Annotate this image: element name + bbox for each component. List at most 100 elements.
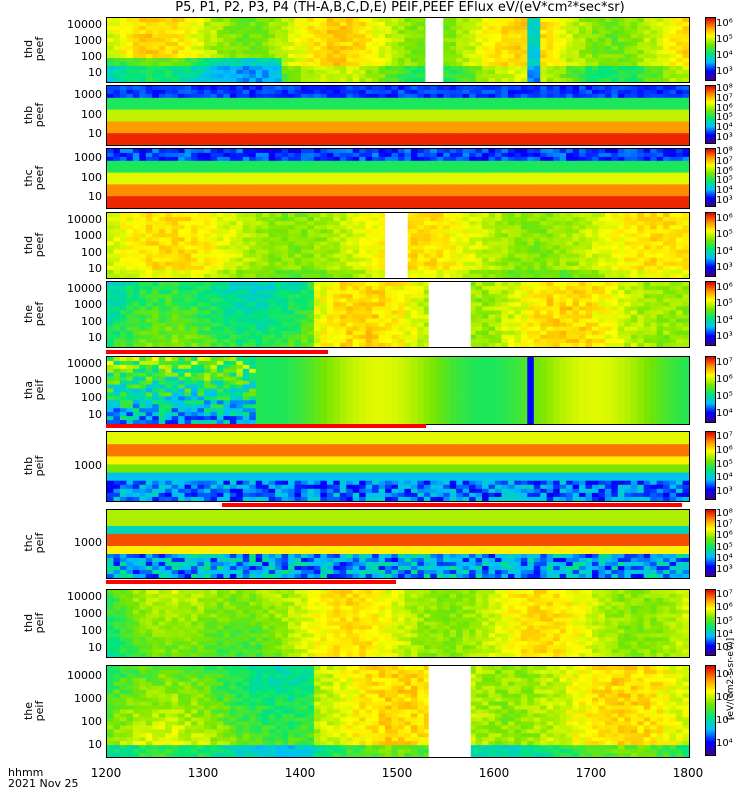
heatmap-cell (637, 38, 645, 43)
heatmap-cell (359, 168, 367, 174)
heatmap-cell (611, 62, 619, 67)
heatmap-cell (430, 221, 438, 226)
heatmap-cell (475, 54, 483, 59)
heatmap-cell (650, 184, 658, 189)
heatmap-cell (682, 78, 689, 82)
heatmap-cell (559, 58, 567, 63)
heatmap-cell (210, 109, 218, 115)
heatmap-cell (430, 125, 438, 130)
heatmap-cell (191, 46, 199, 51)
heatmap-cell (372, 180, 380, 185)
heatmap-cell (514, 18, 522, 23)
heatmap-cell (126, 217, 134, 222)
heatmap-cell (417, 237, 425, 243)
heatmap-cell (171, 18, 179, 23)
heatmap-cell (598, 117, 606, 122)
heatmap-cell (268, 257, 276, 263)
heatmap-cell (352, 46, 360, 51)
heatmap-cell (617, 93, 625, 99)
heatmap-cell (262, 172, 270, 178)
heatmap-cell (307, 164, 315, 170)
heatmap-cell (553, 101, 561, 107)
heatmap-cell (598, 86, 606, 91)
heatmap-cell (430, 168, 438, 174)
heatmap-cell (126, 180, 134, 185)
heatmap-cell (533, 129, 541, 134)
heatmap-cell (268, 217, 276, 222)
heatmap-cell (669, 129, 677, 134)
heatmap-cell (372, 164, 380, 170)
heatmap-cell (236, 149, 244, 154)
heatmap-cell (482, 97, 490, 103)
heatmap-cell (229, 133, 237, 138)
heatmap-cell (313, 204, 321, 208)
heatmap-cell (507, 89, 515, 95)
heatmap-cell (579, 18, 587, 23)
heatmap-cell (326, 101, 334, 107)
heatmap-cell (585, 156, 593, 162)
heatmap-cell (152, 34, 160, 39)
heatmap-cell (630, 196, 638, 201)
heatmap-cell (223, 117, 231, 122)
heatmap-cell (423, 188, 431, 193)
colorbar-tick-label: 10⁵ (716, 175, 733, 187)
heatmap-cell (294, 249, 302, 255)
heatmap-cell (592, 54, 600, 59)
heatmap-cell (184, 66, 192, 71)
heatmap-cell (119, 141, 127, 145)
heatmap-cell (294, 261, 302, 267)
heatmap-cell (152, 160, 160, 166)
heatmap-cell (204, 125, 212, 130)
heatmap-cell (107, 237, 115, 243)
heatmap-cell (449, 160, 457, 166)
heatmap-cell (495, 93, 503, 99)
heatmap-cell (495, 113, 503, 119)
heatmap-cell (132, 89, 140, 95)
heatmap-cell (301, 213, 309, 218)
heatmap-cell (191, 152, 199, 158)
heatmap-cell (204, 54, 212, 59)
heatmap-cell (301, 241, 309, 247)
heatmap-cell (165, 58, 173, 63)
heatmap-cell (210, 196, 218, 201)
heatmap-cell (184, 22, 192, 27)
heatmap-cell (339, 176, 347, 182)
heatmap-cell (139, 74, 147, 79)
heatmap-cell (359, 273, 367, 278)
heatmap-cell (288, 105, 296, 111)
heatmap-cell (204, 204, 212, 208)
heatmap-cell (126, 164, 134, 170)
heatmap-cell (520, 137, 528, 142)
heatmap-cell (404, 26, 412, 31)
heatmap-cell (113, 129, 121, 134)
heatmap-cell (255, 160, 263, 166)
heatmap-cell (385, 188, 393, 193)
heatmap-cell (339, 46, 347, 51)
heatmap-cell (210, 168, 218, 174)
heatmap-cell (229, 129, 237, 134)
heatmap-cell (469, 26, 477, 31)
heatmap-cell (559, 50, 567, 55)
heatmap-cell (533, 160, 541, 166)
heatmap-cell (488, 121, 496, 126)
heatmap-cell (255, 121, 263, 126)
heatmap-cell (482, 164, 490, 170)
heatmap-cell (352, 196, 360, 201)
heatmap-cell (482, 180, 490, 185)
heatmap-cell (320, 78, 328, 82)
heatmap-cell (676, 62, 684, 67)
heatmap-cell (262, 105, 270, 111)
heatmap-cell (301, 168, 309, 174)
heatmap-cell (423, 160, 431, 166)
heatmap-cell (482, 149, 490, 154)
heatmap-cell (676, 74, 684, 79)
heatmap-cell (449, 70, 457, 75)
heatmap-cell (456, 200, 464, 205)
heatmap-cell (139, 213, 147, 218)
heatmap-cell (223, 273, 231, 278)
heatmap-cell (152, 54, 160, 59)
heatmap-cell (475, 105, 483, 111)
heatmap-cell (663, 192, 671, 197)
heatmap-cell (598, 30, 606, 35)
heatmap-cell (624, 192, 632, 197)
